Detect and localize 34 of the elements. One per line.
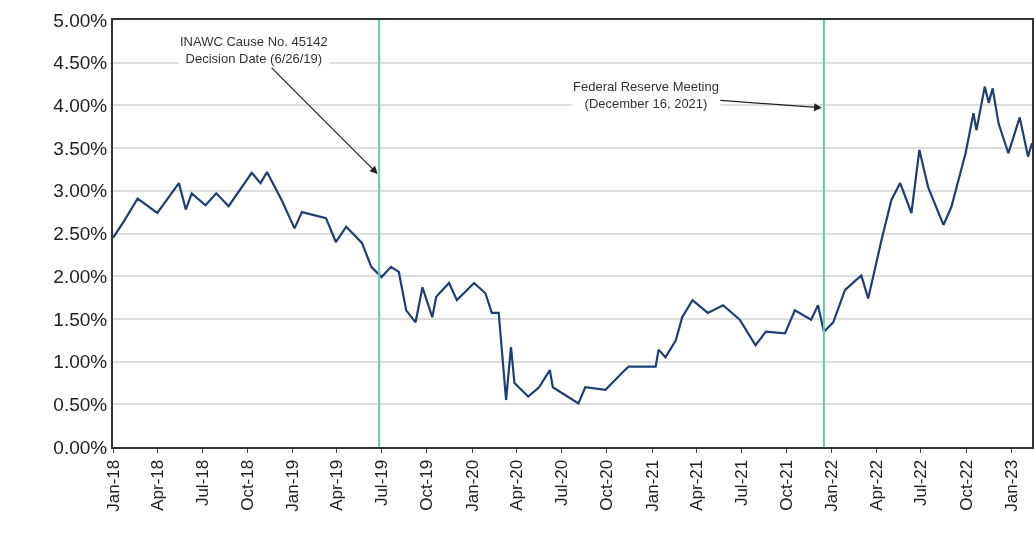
annotation: Federal Reserve Meeting (December 16, 2021) (573, 79, 719, 111)
x-tick-label: Oct-21 (777, 459, 797, 511)
x-tick-label: Jan-20 (462, 459, 482, 512)
x-tick-label: Apr-19 (327, 459, 347, 511)
x-tick-label: Jul-21 (731, 459, 751, 507)
x-tick-label: Apr-22 (866, 459, 886, 511)
x-tick-label: Jan-22 (822, 459, 842, 512)
y-tick-label: 3.00% (53, 180, 108, 202)
y-tick-label: 1.50% (53, 308, 108, 330)
x-tick-label: Oct-22 (956, 459, 976, 511)
x-tick-label: Oct-19 (417, 459, 437, 511)
x-tick-label: Jul-22 (911, 459, 931, 507)
y-tick-label: 0.50% (53, 393, 108, 415)
y-tick-label: 5.00% (53, 9, 108, 31)
x-tick-label: Jul-20 (552, 459, 572, 507)
x-tick-label: Jul-19 (372, 459, 392, 507)
x-tick-label: Apr-18 (147, 459, 167, 511)
x-tick-label: Jan-19 (283, 459, 303, 512)
y-tick-label: 0.00% (53, 436, 108, 458)
x-tick-label: Apr-21 (687, 459, 707, 511)
y-tick-label: 1.00% (53, 351, 108, 373)
x-tick-label: Jul-18 (192, 459, 212, 507)
y-tick-label: 4.00% (53, 95, 108, 117)
x-tick-label: Apr-20 (507, 459, 527, 511)
x-tick-label: Oct-20 (597, 459, 617, 511)
annotation: INAWC Cause No. 45142 Decision Date (6/26/19) (180, 34, 328, 66)
y-tick-label: 4.50% (53, 52, 108, 74)
y-tick-label: 3.50% (53, 137, 108, 159)
x-tick-label: Oct-18 (237, 459, 257, 511)
x-tick-label: Jan-18 (103, 459, 123, 512)
y-tick-label: 2.00% (53, 265, 108, 287)
x-tick-label: Jan-21 (642, 459, 662, 512)
x-tick-label: Jan-23 (1001, 459, 1021, 512)
y-tick-label: 2.50% (53, 223, 108, 245)
